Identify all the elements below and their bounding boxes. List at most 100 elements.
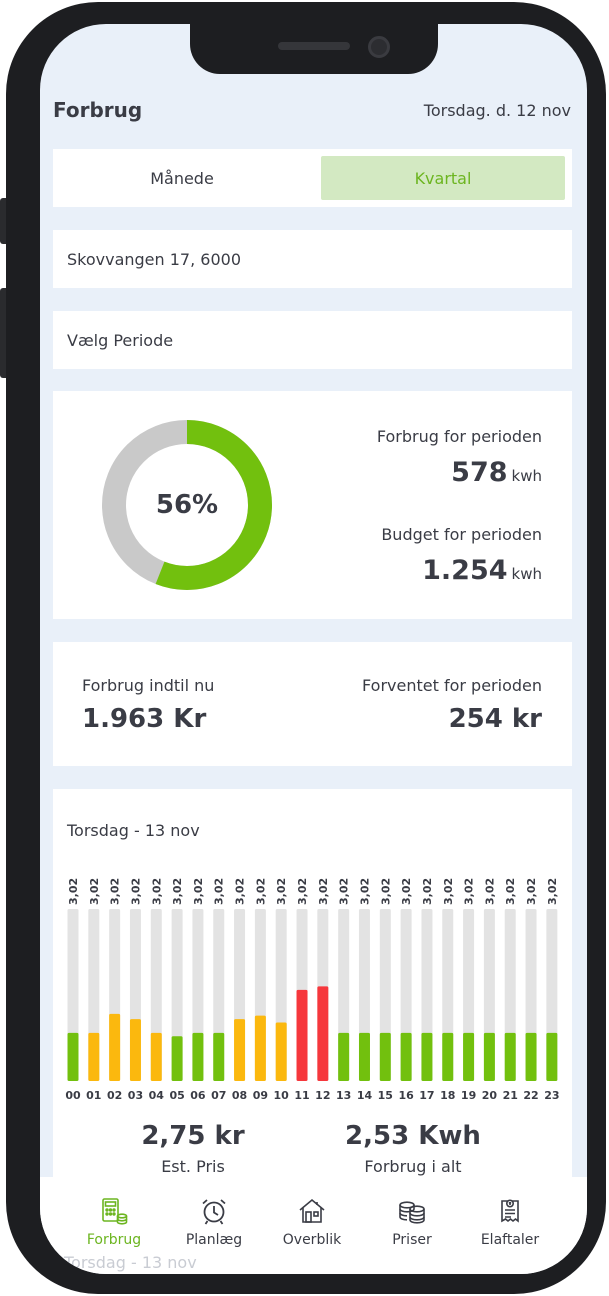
donut-progress [102,420,272,590]
bar-11 [296,989,308,1081]
bar-05 [171,1036,183,1081]
budget-unit: kwh [511,565,542,583]
bar-22 [525,1032,537,1081]
bar-20 [483,1032,495,1081]
alarm-clock-icon [202,1199,226,1225]
bar-top-label: 3,02 [400,878,413,905]
tab-planlaeg[interactable]: Planlæg [166,1196,262,1248]
budget-value: 1.254 kwh [422,555,542,586]
address-select[interactable]: Skovvangen 17, 6000 [53,230,572,288]
coin-stack-icon [399,1201,425,1224]
bar-00 [67,1032,79,1081]
bar-top-label: 3,02 [296,878,309,905]
bar-top-label: 3,02 [150,878,163,905]
header-date: Torsdag. d. 12 nov [423,101,571,120]
bar-top-label: 3,02 [254,878,267,905]
x-tick-label: 11 [294,1089,309,1102]
bar-06 [192,1032,204,1081]
tab-label-priser: Priser [392,1232,432,1248]
bar-16 [400,1032,412,1081]
x-tick-label: 19 [461,1089,476,1102]
period-select[interactable]: Vælg Periode [53,311,572,369]
budget-number: 1.254 [422,555,508,586]
bar-top-label: 3,02 [483,878,496,905]
budget-label: Budget for perioden [381,525,542,544]
x-tick-label: 03 [128,1089,143,1102]
bar-02 [109,1013,121,1081]
notch [190,24,438,74]
consumption-unit: kwh [511,467,542,485]
x-tick-label: 01 [86,1089,101,1102]
x-tick-label: 05 [169,1089,184,1102]
bar-top-label: 3,02 [358,878,371,905]
scrolled-content-text: Torsdag - 13 nov [64,1253,197,1272]
x-tick-label: 22 [523,1089,538,1102]
tab-elaftaler[interactable]: Elaftaler [462,1196,558,1248]
bar-top-label: 3,02 [504,878,517,905]
bar-23 [546,1032,558,1081]
x-tick-label: 12 [315,1089,330,1102]
tab-forbrug[interactable]: Forbrug [66,1196,162,1248]
consumption-summary-card: 56% Forbrug for perioden 578 kwh Budget f… [53,391,572,619]
bar-top-label: 3,02 [213,878,226,905]
bar-top-label: 3,02 [463,878,476,905]
x-tick-label: 02 [107,1089,122,1102]
x-tick-label: 14 [357,1089,373,1102]
bar-top-label: 3,02 [234,878,247,905]
tab-quarter[interactable]: Kvartal [321,156,565,200]
x-tick-label: 18 [440,1089,455,1102]
consumption-number: 578 [451,457,508,488]
donut-percent: 56% [155,490,219,520]
hourly-chart-card: Torsdag - 13 nov 3,02 00 3,02 01 3,02 02 3,02 0… [53,789,572,1209]
phone-frame: Forbrug Torsdag. d. 12 nov Månede Kvarta… [6,2,606,1294]
bar-top-label: 3,02 [317,878,330,905]
side-button-top [0,198,8,244]
tab-priser[interactable]: Priser [364,1196,460,1248]
bar-top-label: 3,02 [109,878,122,905]
bar-top-label: 3,02 [525,878,538,905]
bar-12 [317,986,329,1081]
x-tick-label: 08 [232,1089,247,1102]
screen: Forbrug Torsdag. d. 12 nov Månede Kvarta… [40,24,587,1274]
bottom-tab-bar [40,1177,587,1274]
bar-top-label: 3,02 [275,878,288,905]
bar-19 [463,1032,475,1081]
x-tick-label: 15 [378,1089,393,1102]
bar-03 [129,1019,141,1081]
bar-13 [338,1032,350,1081]
x-tick-label: 16 [398,1089,414,1102]
contract-icon [501,1199,519,1223]
x-tick-label: 21 [503,1089,518,1102]
bar-14 [358,1032,370,1081]
price-value: 2,75 kr [141,1121,245,1151]
bar-04 [150,1032,162,1081]
x-tick-label: 20 [482,1089,498,1102]
house-icon [299,1198,325,1223]
bar-21 [504,1032,516,1081]
cost-card: Forbrug indtil nu 1.963 Kr Forventet for… [53,642,572,766]
x-tick-label: 17 [419,1089,434,1102]
bar-top-label: 3,02 [442,878,455,905]
total-value: 2,53 Kwh [345,1121,481,1151]
bar-top-label: 3,02 [67,878,80,905]
tab-label-planlaeg: Planlæg [185,1232,243,1248]
x-tick-label: 04 [149,1089,165,1102]
hourly-bar-chart: 3,02 00 3,02 01 3,02 02 3,02 03 3,02 04 3,02 05 3,02… [65,878,559,1102]
x-tick-label: 06 [190,1089,206,1102]
x-tick-label: 23 [544,1089,559,1102]
donut-chart [102,420,272,590]
expected-label: Forventet for perioden [362,676,542,695]
bar-top-label: 3,02 [421,878,434,905]
expected-value: 254 kr [448,704,542,734]
tab-overblik[interactable]: Overblik [264,1196,360,1248]
tab-label-elaftaler: Elaftaler [480,1232,540,1248]
tab-label-overblik: Overblik [282,1232,342,1248]
price-label: Est. Pris [161,1157,225,1176]
x-tick-label: 07 [211,1089,226,1102]
tab-month[interactable]: Månede [150,168,214,188]
x-tick-label: 13 [336,1089,351,1102]
x-tick-label: 09 [253,1089,268,1102]
bar-18 [442,1032,454,1081]
calculator-coins-icon [102,1198,128,1225]
camera-icon [368,36,390,58]
